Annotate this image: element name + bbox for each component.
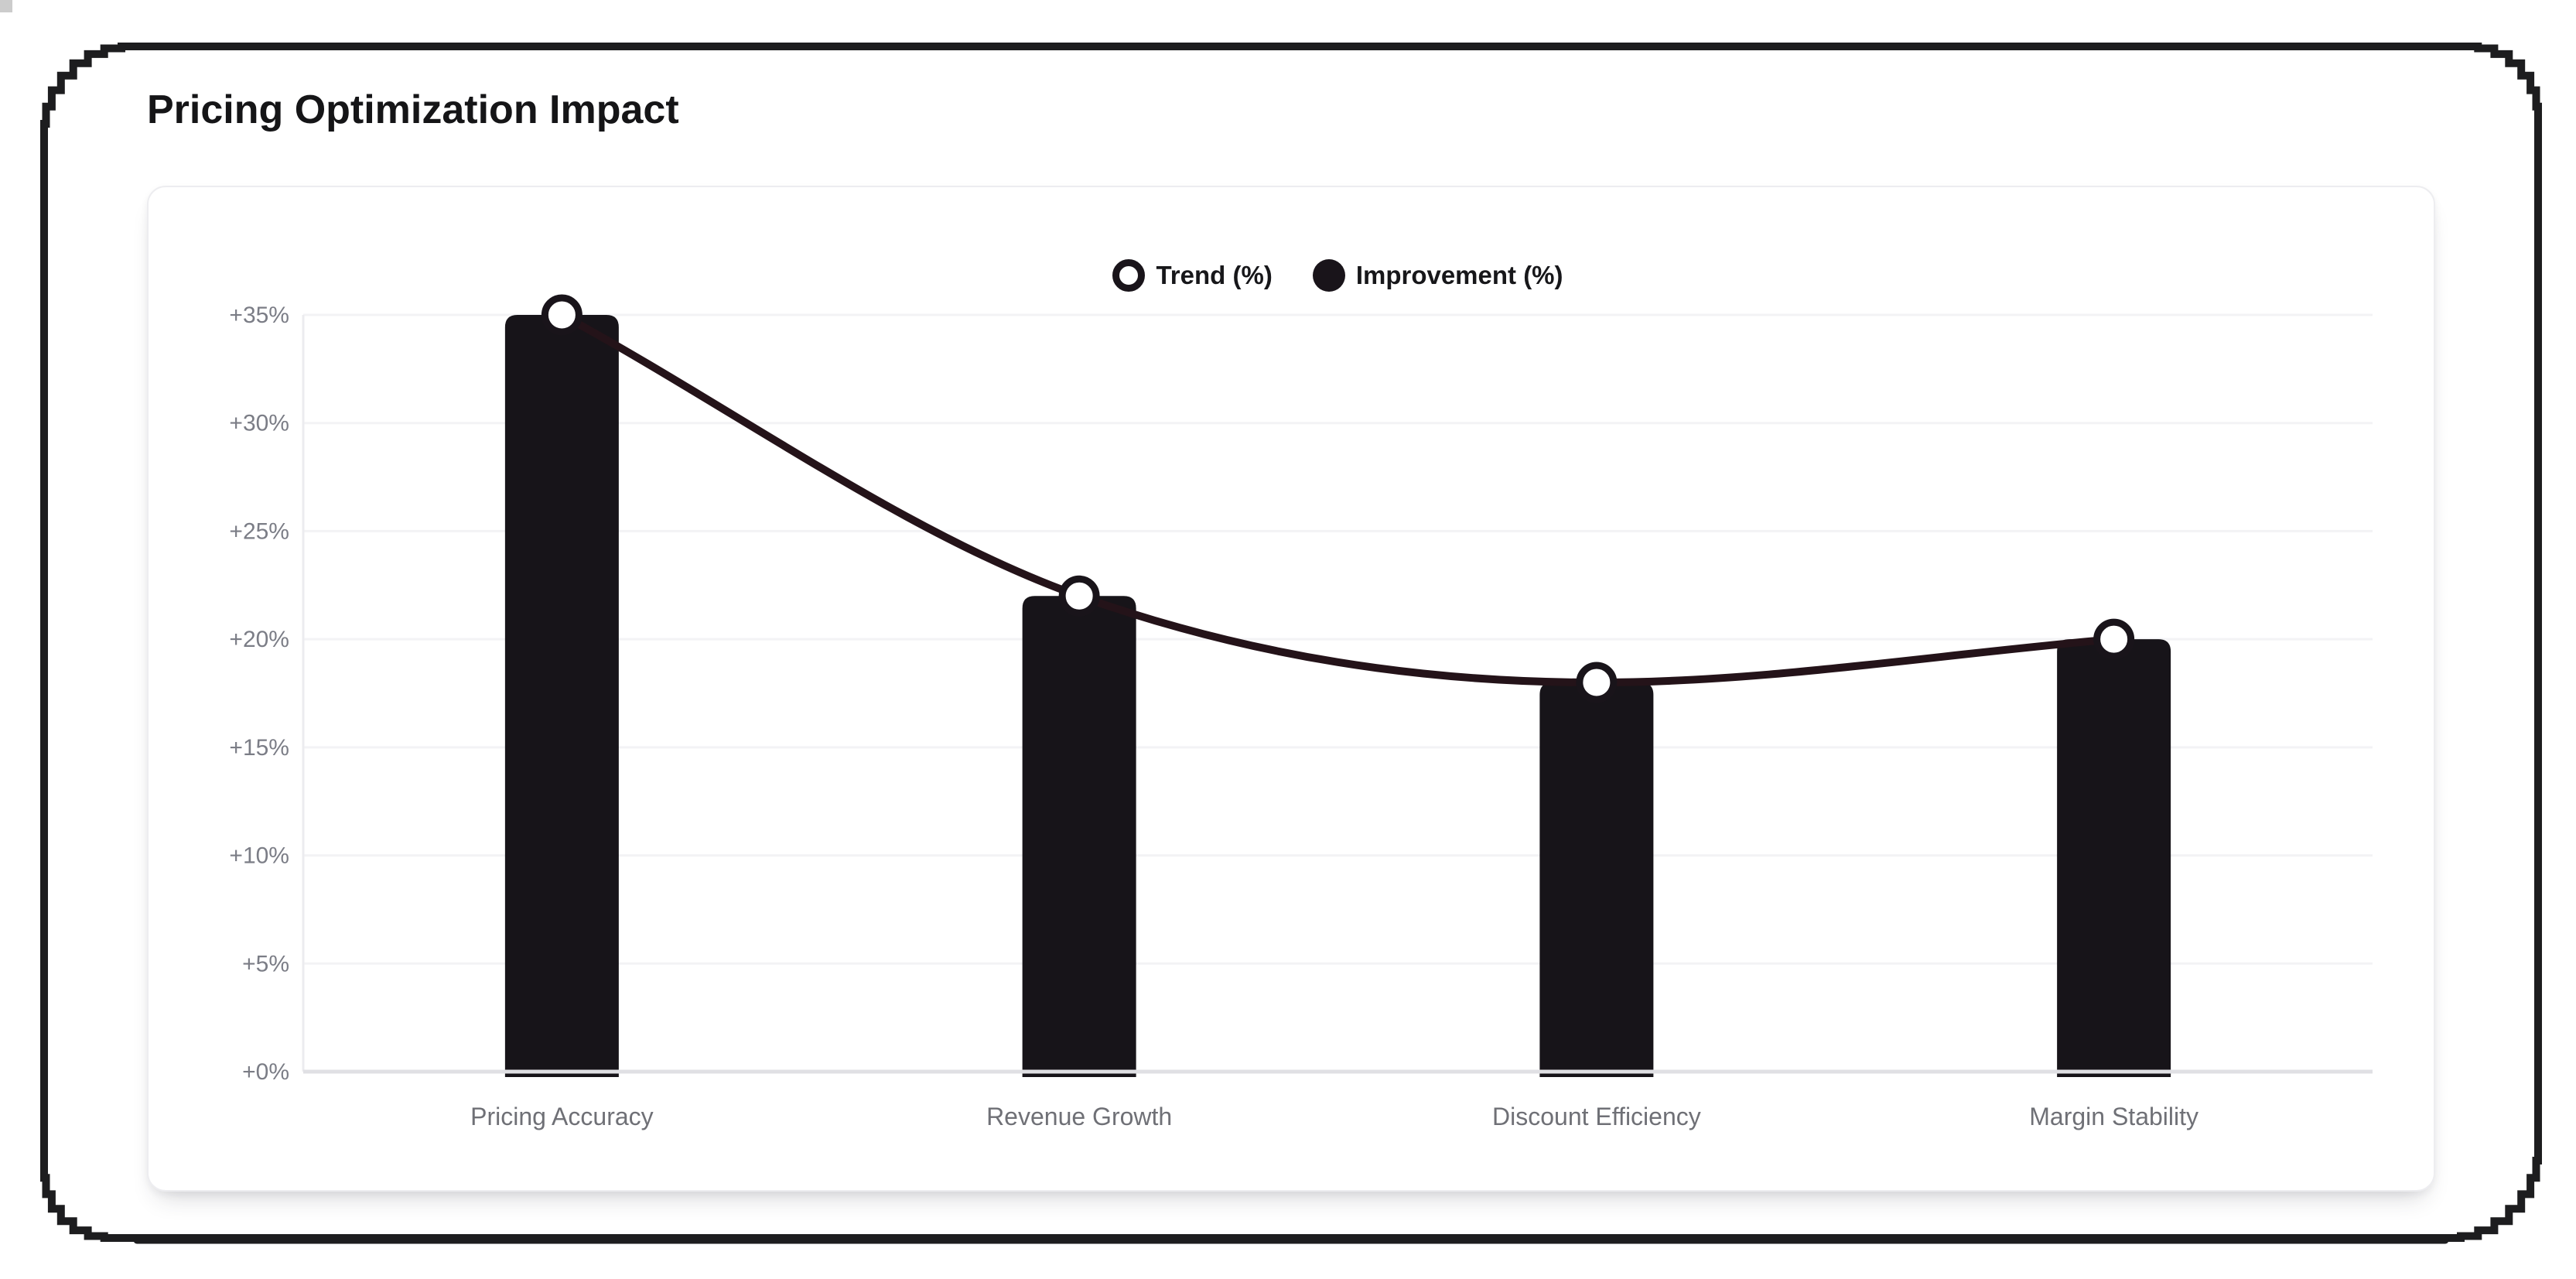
- bar-pricing-accuracy[interactable]: [504, 315, 619, 1077]
- filled-circle-icon: [1312, 259, 1345, 292]
- legend-item-trend[interactable]: Trend (%): [1112, 259, 1273, 292]
- x-category-label-margin-stability: Margin Stability: [2029, 1103, 2198, 1130]
- trend-point-discount-efficiency[interactable]: [1576, 662, 1618, 703]
- bar-margin-stability[interactable]: [2057, 639, 2171, 1077]
- y-tick-label-10: +10%: [229, 843, 289, 869]
- bar-revenue-growth[interactable]: [1022, 596, 1136, 1077]
- open-circle-icon: [1112, 259, 1146, 292]
- y-tick-label-15: +15%: [229, 735, 289, 761]
- y-tick-label-35: +35%: [229, 303, 289, 328]
- y-tick-label-25: +25%: [229, 518, 289, 544]
- screen-corner-artifact: [0, 0, 12, 12]
- y-tick-label-20: +20%: [229, 627, 289, 652]
- page-title: Pricing Optimization Impact: [147, 87, 679, 132]
- x-category-label-pricing-accuracy: Pricing Accuracy: [470, 1103, 654, 1130]
- trend-point-margin-stability[interactable]: [2093, 618, 2135, 660]
- y-tick-label-5: +5%: [242, 951, 289, 976]
- x-category-label-discount-efficiency: Discount Efficiency: [1492, 1103, 1701, 1130]
- bar-discount-efficiency[interactable]: [1539, 682, 1654, 1077]
- legend-item-improvement-label: Improvement (%): [1355, 261, 1563, 289]
- x-category-label-revenue-growth: Revenue Growth: [986, 1103, 1172, 1130]
- y-tick-label-30: +30%: [229, 411, 289, 436]
- trend-point-revenue-growth[interactable]: [1058, 575, 1100, 617]
- y-tick-label-0: +0%: [242, 1059, 289, 1085]
- legend-item-improvement[interactable]: Improvement (%): [1312, 259, 1563, 292]
- chart-card: Trend (%) Improvement (%) +0% +5% +10% +15%…: [147, 186, 2435, 1192]
- trend-point-pricing-accuracy[interactable]: [541, 294, 583, 336]
- legend-item-trend-label: Trend (%): [1156, 261, 1273, 289]
- chart-plot: +0% +5% +10% +15% +20% +25% +30% +35% Pricing Ac…: [229, 294, 2373, 1130]
- trend-line: [558, 311, 2118, 687]
- chart-legend: Trend (%) Improvement (%): [303, 251, 2373, 300]
